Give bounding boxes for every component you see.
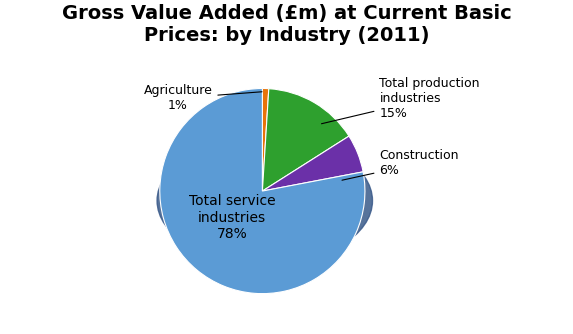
Text: Total service
industries
78%: Total service industries 78% xyxy=(189,194,276,241)
Wedge shape xyxy=(262,136,363,191)
Wedge shape xyxy=(160,89,365,294)
Ellipse shape xyxy=(157,137,372,264)
Title: Gross Value Added (£m) at Current Basic
Prices: by Industry (2011): Gross Value Added (£m) at Current Basic … xyxy=(62,4,511,45)
Wedge shape xyxy=(262,89,349,191)
Wedge shape xyxy=(262,89,269,191)
Text: Agriculture
1%: Agriculture 1% xyxy=(143,84,262,112)
Text: Construction
6%: Construction 6% xyxy=(342,149,459,180)
Text: Total production
industries
15%: Total production industries 15% xyxy=(321,76,480,124)
